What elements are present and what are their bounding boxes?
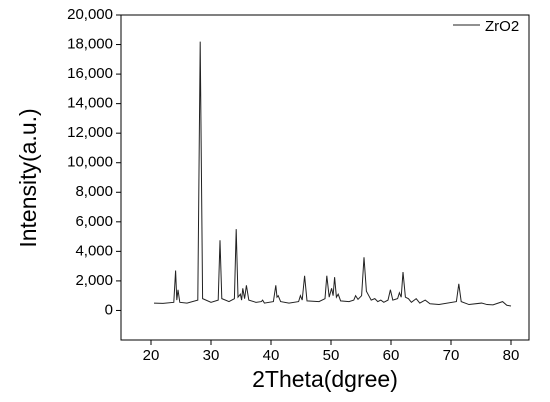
- x-tick-label: 30: [203, 347, 220, 364]
- y-tick-label: 18,000: [67, 36, 113, 53]
- y-tick-label: 4,000: [75, 242, 113, 259]
- legend-label: ZrO2: [485, 18, 519, 35]
- x-axis-title: 2Theta(dgree): [252, 366, 398, 392]
- y-tick-label: 16,000: [67, 65, 113, 82]
- y-tick-label: 2,000: [75, 272, 113, 289]
- y-tick-label: 6,000: [75, 213, 113, 230]
- x-tick-label: 20: [143, 347, 160, 364]
- y-axis-title: Intensity(a.u.): [15, 108, 41, 247]
- x-tick-label: 60: [383, 347, 400, 364]
- data-line: [153, 41, 512, 307]
- y-tick-label: 0: [105, 301, 113, 318]
- y-tick-label: 12,000: [67, 124, 113, 141]
- x-tick-label: 80: [503, 347, 520, 364]
- y-tick-label: 10,000: [67, 154, 113, 171]
- x-tick-label: 70: [443, 347, 460, 364]
- x-tick-label: 50: [323, 347, 340, 364]
- y-tick-label: 8,000: [75, 183, 113, 200]
- x-tick-label: 40: [263, 347, 280, 364]
- y-tick-label: 14,000: [67, 95, 113, 112]
- y-tick-label: 20,000: [67, 6, 113, 23]
- plot-frame: [120, 14, 530, 341]
